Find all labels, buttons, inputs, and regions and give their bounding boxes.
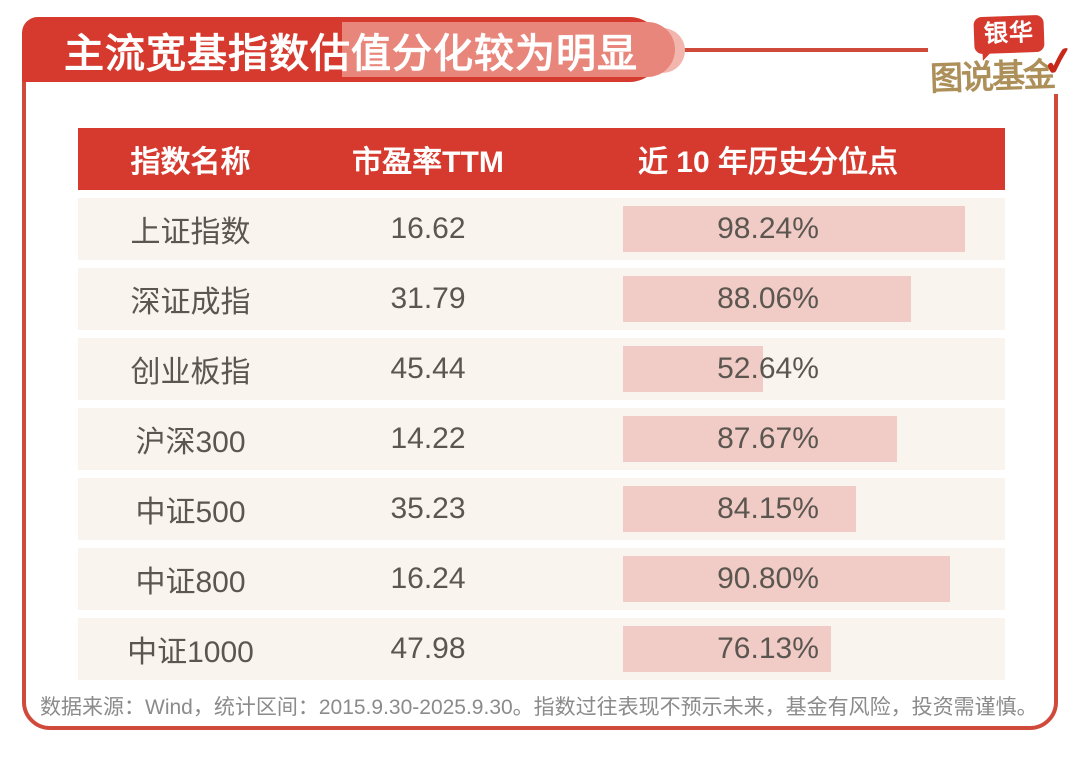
table-row: 沪深300 14.22 87.67%	[78, 408, 1005, 470]
index-name-cell: 沪深300	[135, 426, 246, 459]
pe-ttm-cell: 47.98	[390, 632, 466, 665]
valuation-table: 指数名称 市盈率TTM 近 10 年历史分位点 上证指数 16.62 98.24…	[78, 128, 1005, 680]
index-name-cell: 深证成指	[130, 286, 251, 319]
data-source-note: 数据来源：Wind，统计区间：2015.9.30-2025.9.30。指数过往表…	[40, 696, 1038, 719]
table-row: 中证500 35.23 84.15%	[78, 478, 1005, 540]
percentile-bar-track: 87.67%	[623, 416, 1005, 462]
percentile-label: 76.13%	[717, 632, 819, 665]
index-name-cell: 中证1000	[127, 636, 254, 669]
percentile-label: 88.06%	[717, 282, 819, 315]
table-row: 上证指数 16.62 98.24%	[78, 198, 1005, 260]
index-name-cell: 创业板指	[130, 356, 251, 389]
percentile-cell: 76.13%	[553, 618, 1005, 680]
percentile-bar	[623, 626, 832, 672]
percentile-bar	[623, 346, 763, 392]
header-pe-ttm: 市盈率TTM	[352, 146, 504, 179]
title-banner: 主流宽基指数估值分化较为明显	[22, 17, 685, 82]
percentile-cell: 52.64%	[553, 338, 1005, 400]
pe-ttm-cell: 35.23	[390, 492, 466, 525]
percentile-bar-track: 90.80%	[623, 556, 1005, 602]
percentile-bar	[623, 276, 912, 322]
percentile-bar-track: 84.15%	[623, 486, 1005, 532]
percentile-cell: 84.15%	[553, 478, 1005, 540]
percentile-cell: 87.67%	[553, 408, 1005, 470]
table-row: 中证800 16.24 90.80%	[78, 548, 1005, 610]
index-name-cell: 上证指数	[130, 216, 251, 249]
index-name-cell: 中证800	[135, 566, 246, 599]
percentile-label: 98.24%	[717, 212, 819, 245]
percentile-cell: 90.80%	[553, 548, 1005, 610]
percentile-bar-track: 76.13%	[623, 626, 1005, 672]
percentile-label: 87.67%	[717, 422, 819, 455]
table-row: 中证1000 47.98 76.13%	[78, 618, 1005, 680]
percentile-label: 90.80%	[717, 562, 819, 595]
table-row: 深证成指 31.79 88.06%	[78, 268, 1005, 330]
pe-ttm-cell: 45.44	[390, 352, 466, 385]
index-name-cell: 中证500	[135, 496, 246, 529]
percentile-label: 84.15%	[717, 492, 819, 525]
table-header: 指数名称 市盈率TTM 近 10 年历史分位点	[78, 128, 1005, 190]
percentile-label: 52.64%	[717, 352, 819, 385]
page-title: 主流宽基指数估值分化较为明显	[64, 31, 638, 76]
percentile-bar-track: 98.24%	[623, 206, 1005, 252]
pe-ttm-cell: 31.79	[390, 282, 466, 315]
header-percentile: 近 10 年历史分位点	[637, 146, 899, 179]
percentile-cell: 98.24%	[553, 198, 1005, 260]
percentile-bar-track: 52.64%	[623, 346, 1005, 392]
table-row: 创业板指 45.44 52.64%	[78, 338, 1005, 400]
pe-ttm-cell: 16.24	[390, 562, 466, 595]
pe-ttm-cell: 16.62	[390, 212, 466, 245]
percentile-cell: 88.06%	[553, 268, 1005, 330]
header-index-name: 指数名称	[130, 146, 251, 179]
brand-name: 图说基金	[929, 55, 1055, 98]
percentile-bar-track: 88.06%	[623, 276, 1005, 322]
table-body: 上证指数 16.62 98.24% 深证成指 31.79 88.06% 创业板指…	[78, 198, 1005, 680]
checkmark-icon: ✓	[1039, 37, 1079, 87]
percentile-bar	[623, 206, 965, 252]
percentile-bar	[623, 416, 897, 462]
pe-ttm-cell: 14.22	[390, 422, 466, 455]
percentile-bar	[623, 486, 857, 532]
brand-logo: 银华 图说基金 ✓	[928, 6, 1080, 97]
percentile-bar	[623, 556, 950, 602]
